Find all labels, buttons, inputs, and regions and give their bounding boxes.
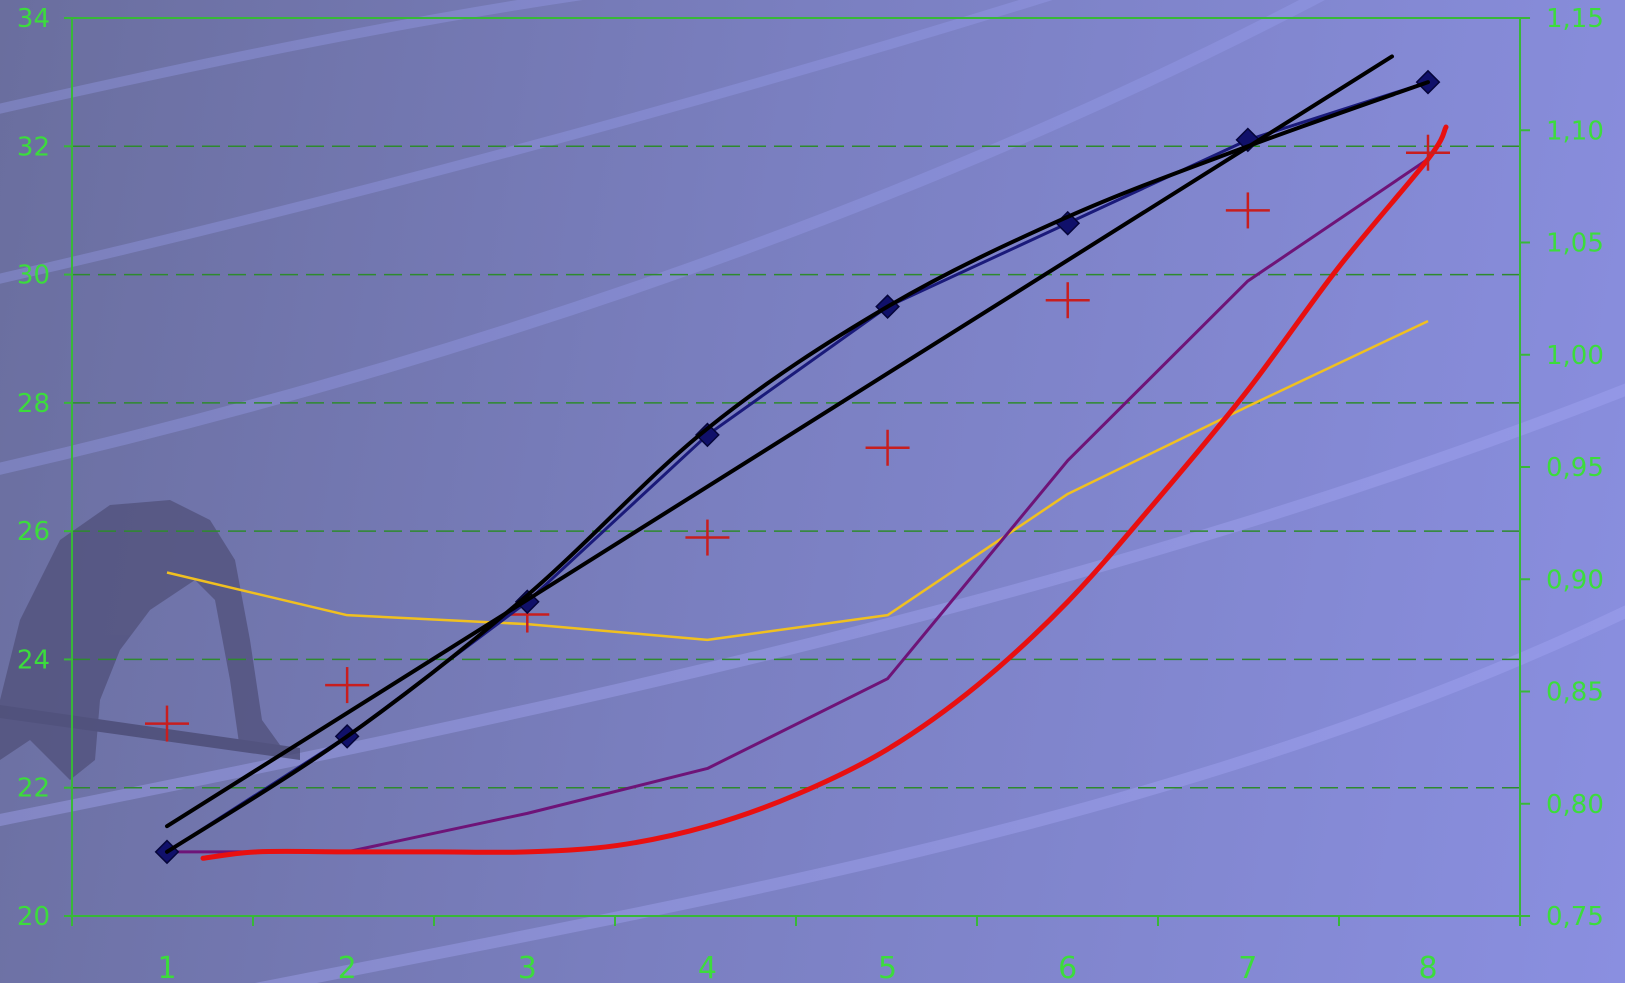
x-tick-label: 1: [157, 951, 176, 983]
right-tick-label: 0,80: [1546, 790, 1604, 820]
right-tick-label: 1,00: [1546, 341, 1604, 371]
series-group: [145, 56, 1450, 863]
cross-marker: [1226, 192, 1270, 228]
smooth-curve: [203, 127, 1446, 858]
axes: [72, 18, 1520, 926]
left-tick-label: 34: [17, 4, 50, 34]
right-axis-ticks: 0,75 0,80 0,85 0,90 0,95 1,00 1,05 1,10 1,15: [1520, 4, 1604, 932]
right-tick-label: 0,95: [1546, 453, 1604, 483]
x-tick-label: 6: [1058, 951, 1077, 983]
left-tick-label: 28: [17, 389, 50, 419]
cross-marker: [1046, 282, 1090, 318]
x-axis-ticks: 1 2 3 4 5 6 7 8: [157, 951, 1437, 983]
right-tick-label: 0,85: [1546, 678, 1604, 708]
right-tick-label: 0,90: [1546, 565, 1604, 595]
x-tick-label: 3: [518, 951, 537, 983]
left-tick-label: 20: [17, 902, 50, 932]
x-tick-label: 8: [1418, 951, 1437, 983]
plot-frame: [72, 18, 1520, 916]
series-line: [167, 321, 1428, 640]
x-tick-label: 5: [878, 951, 897, 983]
right-tick-label: 1,10: [1546, 116, 1604, 146]
left-tick-label: 32: [17, 132, 50, 162]
right-tick-label: 1,15: [1546, 4, 1604, 34]
x-tick-label: 7: [1238, 951, 1257, 983]
right-tick-label: 0,75: [1546, 902, 1604, 932]
left-tick-label: 26: [17, 517, 50, 547]
left-tick-label: 30: [17, 261, 50, 291]
cross-marker: [866, 430, 910, 466]
left-tick-label: 24: [17, 645, 50, 675]
left-tick-label: 22: [17, 774, 50, 804]
cross-marker: [325, 667, 369, 703]
x-tick-label: 2: [338, 951, 357, 983]
cross-marker: [685, 520, 729, 556]
x-tick-label: 4: [698, 951, 717, 983]
right-tick-label: 1,05: [1546, 229, 1604, 259]
